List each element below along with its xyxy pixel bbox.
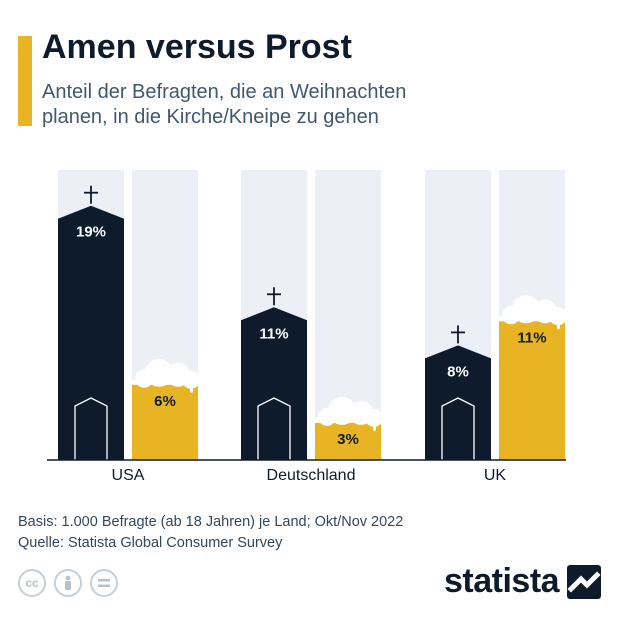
basis-note: Basis: 1.000 Befragte (ab 18 Jahren) je …: [18, 514, 404, 530]
chart-area: 19% 6% USA 11% 3% Deutschland 8% 11% UK: [47, 170, 567, 484]
equals-icon[interactable]: [90, 569, 118, 597]
beer-foam-icon: [132, 379, 198, 385]
statista-logo-icon: [567, 564, 602, 599]
church-door-icon: [441, 397, 475, 460]
chart-subtitle: Anteil der Befragten, die an Weihnachten…: [42, 81, 407, 128]
title-accent-bar: [18, 36, 32, 126]
church-door-icon: [257, 397, 291, 460]
beer-bar: [499, 320, 565, 460]
beer-bar: [315, 421, 381, 460]
church-value-label: 19%: [76, 224, 106, 241]
license-icons: cc: [18, 569, 118, 597]
church-value-label: 11%: [259, 325, 288, 342]
category-label: UK: [484, 467, 507, 484]
beer-value-label: 3%: [337, 431, 359, 448]
beer-foam-drip: [190, 383, 193, 393]
footnotes: Basis: 1.000 Befragte (ab 18 Jahren) je …: [18, 512, 403, 554]
church-bar: [58, 205, 124, 460]
statista-brand[interactable]: statista: [444, 562, 602, 601]
beer-foam-drip: [373, 421, 376, 431]
beer-foam-drip: [557, 320, 560, 330]
beer-bar: [132, 383, 198, 460]
beer-value-label: 6%: [154, 393, 176, 410]
category-label: USA: [112, 467, 145, 484]
church-door-icon: [74, 397, 108, 460]
church-value-label: 8%: [447, 363, 469, 380]
source-note: Quelle: Statista Global Consumer Survey: [18, 535, 283, 551]
person-icon[interactable]: [54, 569, 82, 597]
beer-foam-icon: [315, 417, 381, 423]
beer-value-label: 11%: [517, 329, 546, 346]
cc-icon[interactable]: cc: [18, 569, 46, 597]
beer-foam-icon: [499, 316, 565, 322]
brand-name: statista: [444, 562, 560, 600]
category-label: Deutschland: [267, 467, 356, 484]
chart-title: Amen versus Prost: [42, 28, 352, 66]
